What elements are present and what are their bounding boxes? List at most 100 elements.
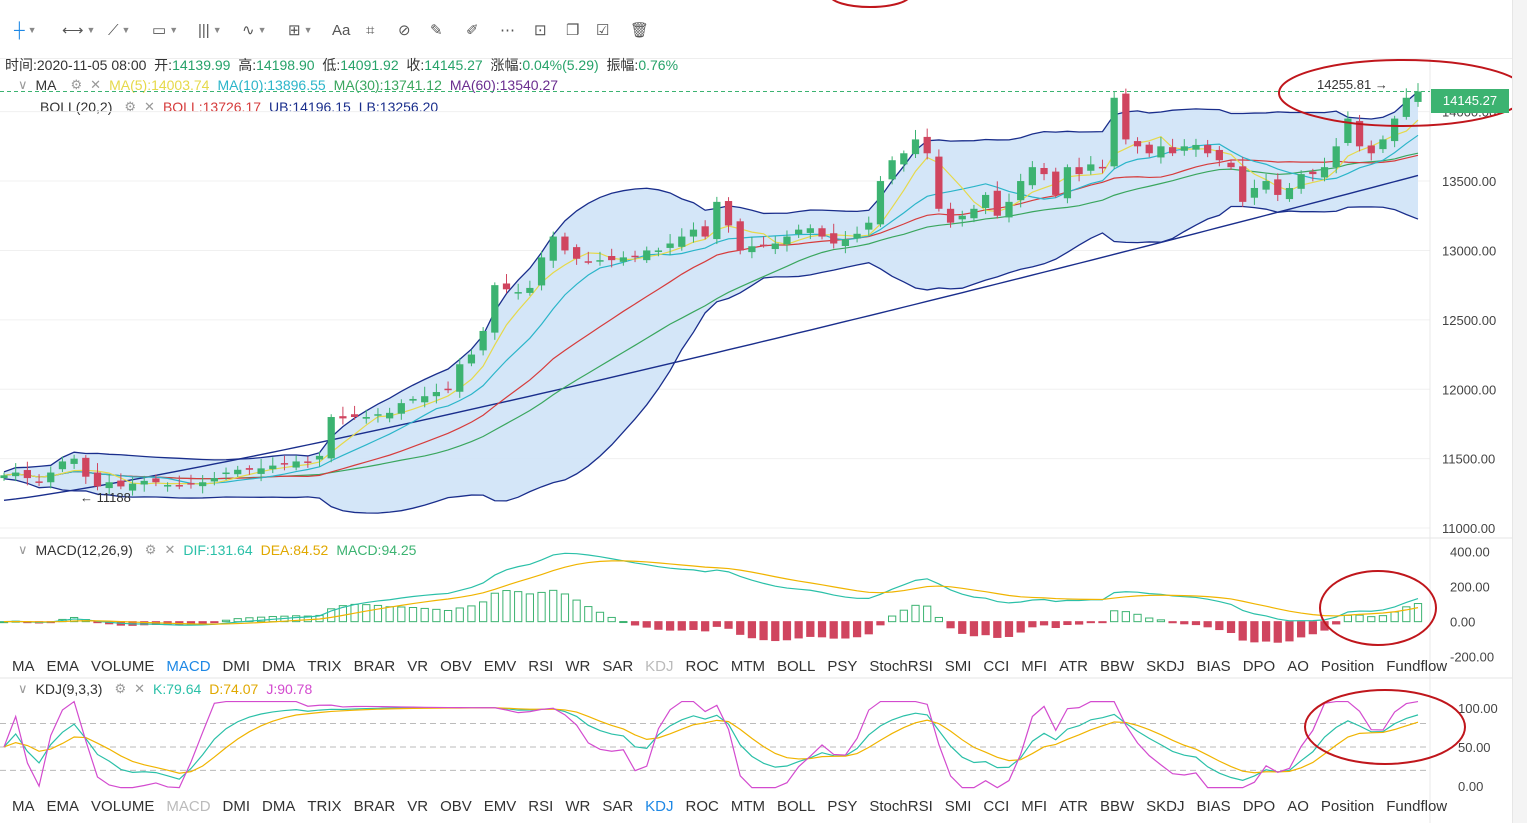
indicator-tab-roc[interactable]: ROC: [685, 657, 719, 675]
indicator-tab-bbw[interactable]: BBW: [1099, 797, 1135, 815]
indicator-tab-ao[interactable]: AO: [1287, 657, 1309, 675]
indicator-tab-sar[interactable]: SAR: [602, 657, 634, 675]
indicator-tab-macd[interactable]: MACD: [166, 657, 211, 675]
pencil-icon[interactable]: ✎: [430, 22, 443, 39]
collapse-icon[interactable]: ∨: [18, 542, 28, 557]
indicator-tab-smi[interactable]: SMI: [944, 657, 972, 675]
macd-histogram-bar: [502, 590, 511, 623]
indicator-tab-skdj[interactable]: SKDJ: [1146, 657, 1185, 675]
indicator-tab-emv[interactable]: EMV: [483, 657, 517, 675]
indicator-tab-dma[interactable]: DMA: [262, 797, 296, 815]
indicator-tab-atr[interactable]: ATR: [1059, 797, 1088, 815]
macd-histogram-bar: [362, 604, 371, 623]
screenshot-icon[interactable]: ☑: [596, 22, 610, 39]
indicator-tab-stochrsi[interactable]: StochRSI: [869, 797, 933, 815]
indicator-tab-mfi[interactable]: MFI: [1021, 797, 1048, 815]
indicator-tab-dmi[interactable]: DMI: [222, 797, 251, 815]
indicator-tab-obv[interactable]: OBV: [440, 657, 472, 675]
trend-line-icon[interactable]: ⟋ ▼: [108, 21, 131, 39]
indicator-tab-smi[interactable]: SMI: [944, 797, 972, 815]
indicator-tab-dpo[interactable]: DPO: [1242, 797, 1276, 815]
close-icon[interactable]: ✕: [134, 681, 145, 696]
measure-tool-icon[interactable]: ⋯: [500, 22, 515, 39]
indicator-tab-trix[interactable]: TRIX: [307, 657, 342, 675]
indicator-tab-vr[interactable]: VR: [407, 657, 429, 675]
indicator-tab-ma[interactable]: MA: [12, 797, 35, 815]
indicator-tab-mtm[interactable]: MTM: [730, 657, 765, 675]
indicator-tab-cci[interactable]: CCI: [983, 657, 1010, 675]
indicator-tab-position[interactable]: Position: [1320, 797, 1375, 815]
fib-icon[interactable]: ||| ▼: [198, 21, 222, 39]
indicator-tab-atr[interactable]: ATR: [1059, 657, 1088, 675]
wave-icon[interactable]: ∿ ▼: [242, 22, 267, 39]
indicator-tab-trix[interactable]: TRIX: [307, 797, 342, 815]
candle-body: [1215, 149, 1223, 161]
settings-icon[interactable]: ⚙: [114, 681, 127, 696]
candle-body: [374, 414, 382, 416]
close-icon[interactable]: ✕: [90, 77, 102, 92]
indicator-tab-rsi[interactable]: RSI: [528, 797, 554, 815]
indicator-tab-sar[interactable]: SAR: [602, 797, 634, 815]
settings-icon[interactable]: ⚙: [70, 77, 83, 92]
indicator-tab-wr[interactable]: WR: [565, 797, 591, 815]
measure-icon[interactable]: ⊞ ▼: [288, 22, 313, 39]
indicator-tab-dpo[interactable]: DPO: [1242, 657, 1276, 675]
collapse-icon[interactable]: ∨: [18, 77, 28, 92]
indicator-tab-boll[interactable]: BOLL: [777, 657, 816, 675]
settings-icon[interactable]: ⚙: [144, 542, 157, 557]
macd-histogram-bar: [1039, 621, 1049, 626]
indicator-tab-dma[interactable]: DMA: [262, 657, 296, 675]
indicator-tab-ma[interactable]: MA: [12, 657, 35, 675]
text-icon[interactable]: Aa: [332, 21, 351, 39]
close-icon[interactable]: ✕: [164, 542, 176, 557]
indicator-tab-skdj[interactable]: SKDJ: [1146, 797, 1185, 815]
trash-icon[interactable]: 🗑: [630, 22, 650, 39]
indicator-tab-bbw[interactable]: BBW: [1099, 657, 1135, 675]
indicator-tab-emv[interactable]: EMV: [483, 797, 517, 815]
indicator-tab-fundflow[interactable]: Fundflow: [1386, 797, 1448, 815]
settings-icon[interactable]: ⚙: [124, 99, 137, 114]
indicator-tab-boll[interactable]: BOLL: [777, 797, 816, 815]
close-icon[interactable]: ✕: [144, 99, 155, 114]
indicator-tab-psy[interactable]: PSY: [827, 657, 858, 675]
indicator-tab-stochrsi[interactable]: StochRSI: [869, 657, 933, 675]
ruler-icon[interactable]: ✐: [466, 22, 479, 39]
indicator-tab-ao[interactable]: AO: [1287, 797, 1309, 815]
indicator-tab-dmi[interactable]: DMI: [222, 657, 251, 675]
indicator-tab-roc[interactable]: ROC: [685, 797, 719, 815]
indicator-tab-psy[interactable]: PSY: [827, 797, 858, 815]
indicator-tab-bias[interactable]: BIAS: [1196, 797, 1231, 815]
pattern-icon[interactable]: ⌗: [366, 21, 375, 39]
indicator-tab-obv[interactable]: OBV: [440, 797, 472, 815]
indicator-tab-macd[interactable]: MACD: [166, 797, 211, 815]
indicator-tab-kdj[interactable]: KDJ: [645, 797, 674, 815]
indicator-tab-vr[interactable]: VR: [407, 797, 429, 815]
indicator-tab-mfi[interactable]: MFI: [1021, 657, 1048, 675]
rectangle-icon[interactable]: ▭ ▼: [152, 22, 179, 39]
candle-body: [140, 480, 148, 485]
indicator-tab-rsi[interactable]: RSI: [528, 657, 554, 675]
collapse-icon[interactable]: ∨: [18, 681, 28, 696]
crosshair-icon[interactable]: ┼ ▼: [14, 21, 37, 39]
indicator-tab-mtm[interactable]: MTM: [730, 797, 765, 815]
indicator-tab-kdj[interactable]: KDJ: [645, 657, 674, 675]
horizontal-line-icon[interactable]: ⟷ ▼: [62, 22, 96, 39]
indicator-tab-ema[interactable]: EMA: [46, 797, 80, 815]
indicator-tab-brar[interactable]: BRAR: [353, 797, 396, 815]
d-value: D:74.07: [209, 681, 259, 697]
indicator-tab-brar[interactable]: BRAR: [353, 657, 396, 675]
indicator-tab-volume[interactable]: VOLUME: [91, 797, 155, 815]
right-scrollbar[interactable]: [1512, 0, 1527, 823]
indicator-tab-cci[interactable]: CCI: [983, 797, 1010, 815]
copy-icon[interactable]: ❐: [566, 22, 580, 39]
lock-icon[interactable]: ⊡: [534, 22, 547, 39]
eraser-icon[interactable]: ⊘: [398, 22, 411, 39]
indicator-tab-wr[interactable]: WR: [565, 657, 591, 675]
indicator-tab-position[interactable]: Position: [1320, 657, 1375, 675]
macd-histogram-bar: [584, 606, 593, 623]
indicator-tab-fundflow[interactable]: Fundflow: [1386, 657, 1448, 675]
indicator-tab-bias[interactable]: BIAS: [1196, 657, 1231, 675]
indicator-tab-ema[interactable]: EMA: [46, 657, 80, 675]
indicator-tab-volume[interactable]: VOLUME: [91, 657, 155, 675]
